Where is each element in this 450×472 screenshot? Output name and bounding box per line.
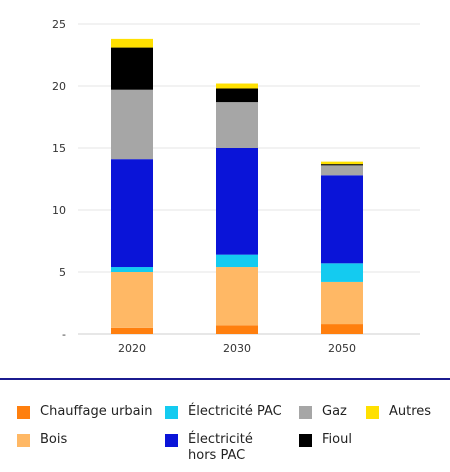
legend-item-gaz: Gaz xyxy=(299,404,347,420)
bar-segment-gaz-2050 xyxy=(321,165,363,176)
legend-swatch-electricite-hors-pac xyxy=(165,434,178,447)
bar-segment-fioul-2050 xyxy=(321,164,363,166)
bar-segment-autres-2020 xyxy=(111,38,153,48)
y-tick-label: 25 xyxy=(52,18,66,31)
legend-label-chauffage-urbain: Chauffage urbain xyxy=(40,404,153,419)
bar-segment-chauffage-urbain-2020 xyxy=(111,327,153,334)
bar-segment-gaz-2030 xyxy=(216,102,258,148)
legend-item-autres: Autres xyxy=(366,404,431,420)
legend-label-electricite-hors-pac-line1: Électricité xyxy=(188,432,253,447)
legend-item-bois: Bois xyxy=(17,432,67,448)
x-tick-label: 2020 xyxy=(118,342,146,355)
bar-segment-bois-2050 xyxy=(321,281,363,325)
bar-segment--lectricit-hors-pac-2020 xyxy=(111,159,153,268)
bar-segment-autres-2050 xyxy=(321,161,363,165)
bar-segment-bois-2030 xyxy=(216,267,258,326)
legend-item-electricite-hors-pac: Électricité hors PAC xyxy=(165,432,253,464)
bars xyxy=(111,38,363,334)
legend-swatch-fioul xyxy=(299,434,312,447)
legend-label-electricite-pac: Électricité PAC xyxy=(188,404,282,419)
bar-segment-autres-2030 xyxy=(216,83,258,89)
bar-segment-chauffage-urbain-2050 xyxy=(321,324,363,334)
y-axis-ticks: - 5 10 15 20 25 xyxy=(52,18,66,341)
legend-label-electricite-hors-pac-line2: hors PAC xyxy=(188,448,246,463)
bar-segment--lectricit-pac-2030 xyxy=(216,254,258,268)
x-tick-label: 2050 xyxy=(328,342,356,355)
bar-segment-fioul-2020 xyxy=(111,47,153,90)
bar-segment-chauffage-urbain-2030 xyxy=(216,325,258,334)
stacked-bar-chart: - 5 10 15 20 25 2020 2030 2050 xyxy=(52,18,420,355)
legend-item-fioul: Fioul xyxy=(299,432,352,448)
legend-label-gaz: Gaz xyxy=(322,404,347,419)
legend-swatch-autres xyxy=(366,406,379,419)
legend-label-fioul: Fioul xyxy=(322,432,352,447)
y-tick-label: 20 xyxy=(52,80,66,93)
y-tick-label: 5 xyxy=(59,266,66,279)
legend-label-autres: Autres xyxy=(389,404,432,419)
y-tick-label: 15 xyxy=(52,142,66,155)
legend-item-electricite-pac: Électricité PAC xyxy=(165,404,282,420)
legend-swatch-gaz xyxy=(299,406,312,419)
legend-label-electricite-hors-pac: Électricité hors PAC xyxy=(188,432,253,464)
x-axis-ticks: 2020 2030 2050 xyxy=(118,342,356,355)
bar-segment--lectricit-hors-pac-2030 xyxy=(216,148,258,255)
bar-segment--lectricit-pac-2050 xyxy=(321,263,363,282)
legend-label-bois: Bois xyxy=(40,432,68,447)
y-tick-label: - xyxy=(62,328,66,341)
y-tick-label: 10 xyxy=(52,204,66,217)
bar-segment--lectricit-hors-pac-2050 xyxy=(321,175,363,264)
bar-segment-gaz-2020 xyxy=(111,89,153,160)
x-tick-label: 2030 xyxy=(223,342,251,355)
legend-swatch-chauffage-urbain xyxy=(17,406,30,419)
bar-segment--lectricit-pac-2020 xyxy=(111,267,153,272)
bar-segment-bois-2020 xyxy=(111,272,153,328)
legend: Chauffage urbain Électricité PAC Gaz Aut… xyxy=(0,378,450,472)
legend-swatch-electricite-pac xyxy=(165,406,178,419)
legend-item-chauffage-urbain: Chauffage urbain xyxy=(17,404,152,420)
bar-segment-fioul-2030 xyxy=(216,88,258,103)
legend-swatch-bois xyxy=(17,434,30,447)
